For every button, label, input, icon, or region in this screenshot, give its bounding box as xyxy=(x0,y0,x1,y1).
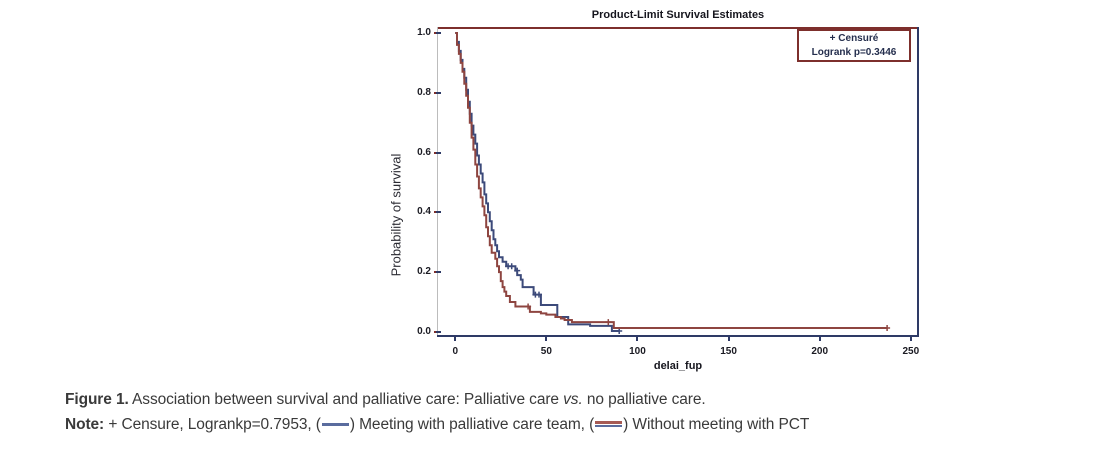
blue-line-legend-glyph xyxy=(321,423,349,426)
x-tick-label: 250 xyxy=(902,346,920,357)
y-tick-mark xyxy=(434,151,441,154)
y-tick-label: 0.0 xyxy=(417,325,431,337)
y-tick-mark xyxy=(434,271,441,274)
chart-title: Product-Limit Survival Estimates xyxy=(591,9,765,21)
x-tick-mark xyxy=(454,337,457,341)
x-tick-mark xyxy=(636,337,639,341)
plot-frame-left xyxy=(437,27,438,337)
censor-marks-without-pct xyxy=(525,303,891,331)
x-tick-label: 50 xyxy=(540,346,552,357)
x-tick-label: 200 xyxy=(811,346,829,357)
y-tick-label: 0.2 xyxy=(417,266,431,278)
survival-curves-canvas xyxy=(455,32,891,334)
y-tick-label: 0.4 xyxy=(417,206,431,218)
y-tick-label: 0.6 xyxy=(417,146,431,158)
x-tick-mark xyxy=(818,337,821,341)
x-tick-mark xyxy=(545,337,548,341)
x-tick-label: 100 xyxy=(629,346,646,357)
figure-caption: Figure 1. Association between survival a… xyxy=(65,391,706,409)
y-tick-label: 0.8 xyxy=(417,86,431,98)
y-tick-mark xyxy=(434,91,441,94)
x-tick-label: 0 xyxy=(452,346,458,357)
survival-curve-without-pct xyxy=(455,32,888,329)
censor-marks-meeting-pct xyxy=(505,263,623,334)
figure-caption-vs: vs. xyxy=(563,391,583,408)
plot-frame-bottom xyxy=(437,335,919,337)
y-tick-label: 1.0 xyxy=(417,26,431,38)
legend-box: + Censuré Logrank p=0.3446 xyxy=(797,29,911,62)
y-tick-mark xyxy=(434,211,441,214)
plot-frame-right xyxy=(917,27,919,337)
figure-caption-text1: Association between survival and palliat… xyxy=(128,391,564,408)
figure-caption-label: Figure 1. xyxy=(65,391,129,408)
y-tick-mark xyxy=(434,31,441,34)
figure-caption-text2: no palliative care. xyxy=(582,391,706,408)
x-tick-mark xyxy=(909,337,912,341)
plot-frame-top xyxy=(437,27,919,29)
y-tick-mark xyxy=(434,330,441,333)
figure-note: Note: + Censure, Logrankp=0.7953, ( ) Mee… xyxy=(65,416,809,434)
figure-note-text1: + Censure, Logrankp=0.7953, ( xyxy=(104,416,321,433)
figure-note-text3: ) Without meeting with PCT xyxy=(623,416,810,433)
red-blue-line-legend-glyph xyxy=(595,421,623,428)
plot-area: 1.0 0.8 0.6 0.4 0.2 0.0 0 50 100 150 200 250 xyxy=(417,27,919,357)
x-tick-label: 150 xyxy=(720,346,737,357)
x-tick-mark xyxy=(727,337,730,341)
figure-note-text2: ) Meeting with palliative care team, ( xyxy=(349,416,595,433)
figure-note-label: Note: xyxy=(65,416,105,433)
legend-censure-label: + Censuré xyxy=(829,33,879,44)
legend-logrank-label: Logrank p=0.3446 xyxy=(811,46,897,58)
x-axis-title: delai_fup xyxy=(653,360,703,372)
